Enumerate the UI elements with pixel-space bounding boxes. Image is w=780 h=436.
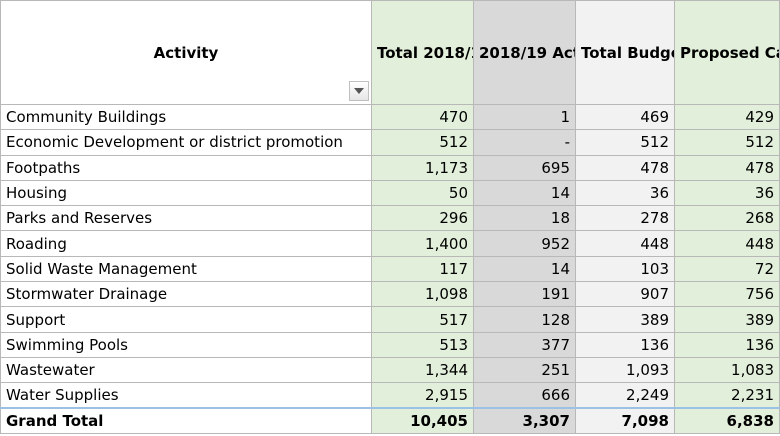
cell-budget[interactable]: 50 [371,179,474,207]
cell-carry-forward[interactable]: 268 [674,205,780,232]
cell-carry-forward[interactable]: 512 [674,129,780,156]
cell-remaining[interactable]: 36 [575,179,675,207]
cell-carry-forward[interactable]: 389 [674,306,780,333]
cell-actual[interactable]: 191 [473,281,576,308]
table-row: Solid Waste Management 117 14 103 72 [0,255,780,283]
cell-carry-forward[interactable]: 756 [674,281,780,308]
cell-actual[interactable]: 695 [473,154,576,181]
cell-budget[interactable]: 2,915 [371,382,474,409]
cell-activity[interactable]: Footpaths [0,154,372,181]
cell-activity[interactable]: Housing [0,179,372,207]
cell-remaining[interactable]: 136 [575,331,675,358]
cell-remaining[interactable]: 469 [575,103,675,131]
cell-remaining[interactable]: 907 [575,281,675,308]
table-row: Community Buildings 470 1 469 429 [0,103,780,131]
cell-carry-forward[interactable]: 72 [674,255,780,283]
total-actual[interactable]: 3,307 [473,407,576,435]
cell-activity[interactable]: Swimming Pools [0,331,372,358]
header-activity[interactable]: Activity [0,0,372,105]
header-remaining[interactable]: Total Budget Remaining [575,0,675,105]
cell-activity[interactable]: Community Buildings [0,103,372,131]
cell-budget[interactable]: 512 [371,129,474,156]
cell-carry-forward[interactable]: 2,231 [674,382,780,409]
cell-budget[interactable]: 470 [371,103,474,131]
cell-remaining[interactable]: 278 [575,205,675,232]
cell-actual[interactable]: 666 [473,382,576,409]
cell-remaining[interactable]: 448 [575,230,675,257]
header-budget[interactable]: Total 2018/19 Budget [371,0,474,105]
cell-activity[interactable]: Economic Development or district promoti… [0,129,372,156]
cell-activity[interactable]: Water Supplies [0,382,372,409]
cell-activity[interactable]: Support [0,306,372,333]
cell-budget[interactable]: 513 [371,331,474,358]
cell-remaining[interactable]: 478 [575,154,675,181]
cell-carry-forward[interactable]: 1,083 [674,356,780,384]
cell-actual[interactable]: 18 [473,205,576,232]
header-activity-label: Activity [153,43,219,62]
cell-budget[interactable]: 1,098 [371,281,474,308]
cell-carry-forward[interactable]: 429 [674,103,780,131]
cell-actual[interactable]: - [473,129,576,156]
total-label[interactable]: Grand Total [0,407,372,435]
cell-budget[interactable]: 1,173 [371,154,474,181]
table-row: Stormwater Drainage 1,098 191 907 756 [0,281,780,308]
filter-dropdown-icon[interactable] [349,81,369,101]
total-budget[interactable]: 10,405 [371,407,474,435]
cell-remaining[interactable]: 512 [575,129,675,156]
cell-activity[interactable]: Parks and Reserves [0,205,372,232]
table-row: Parks and Reserves 296 18 278 268 [0,205,780,232]
table-row: Footpaths 1,173 695 478 478 [0,154,780,181]
table-row: Support 517 128 389 389 [0,306,780,333]
cell-actual[interactable]: 128 [473,306,576,333]
cell-budget[interactable]: 117 [371,255,474,283]
cell-actual[interactable]: 14 [473,179,576,207]
header-carry-forward[interactable]: Proposed Carry forward to 2019/20 [674,0,780,105]
cell-carry-forward[interactable]: 448 [674,230,780,257]
cell-activity[interactable]: Stormwater Drainage [0,281,372,308]
total-carry-forward[interactable]: 6,838 [674,407,780,435]
grand-total-row: Grand Total 10,405 3,307 7,098 6,838 [0,407,780,435]
cell-activity[interactable]: Wastewater [0,356,372,384]
cell-carry-forward[interactable]: 36 [674,179,780,207]
table-row: Water Supplies 2,915 666 2,249 2,231 [0,382,780,409]
cell-remaining[interactable]: 103 [575,255,675,283]
cell-actual[interactable]: 952 [473,230,576,257]
cell-remaining[interactable]: 1,093 [575,356,675,384]
cell-budget[interactable]: 1,344 [371,356,474,384]
cell-carry-forward[interactable]: 478 [674,154,780,181]
cell-budget[interactable]: 1,400 [371,230,474,257]
total-remaining[interactable]: 7,098 [575,407,675,435]
cell-budget[interactable]: 517 [371,306,474,333]
header-row: Activity Total 2018/19 Budget 2018/19 Ac… [0,0,780,105]
cell-remaining[interactable]: 2,249 [575,382,675,409]
table-row: Roading 1,400 952 448 448 [0,230,780,257]
table-row: Wastewater 1,344 251 1,093 1,083 [0,356,780,384]
cell-activity[interactable]: Roading [0,230,372,257]
table-row: Economic Development or district promoti… [0,129,780,156]
header-actual[interactable]: 2018/19 Actual [473,0,576,105]
cell-actual[interactable]: 251 [473,356,576,384]
cell-budget[interactable]: 296 [371,205,474,232]
cell-carry-forward[interactable]: 136 [674,331,780,358]
cell-actual[interactable]: 377 [473,331,576,358]
cell-activity[interactable]: Solid Waste Management [0,255,372,283]
table-row: Housing 50 14 36 36 [0,179,780,207]
cell-actual[interactable]: 1 [473,103,576,131]
cell-remaining[interactable]: 389 [575,306,675,333]
table-row: Swimming Pools 513 377 136 136 [0,331,780,358]
cell-actual[interactable]: 14 [473,255,576,283]
